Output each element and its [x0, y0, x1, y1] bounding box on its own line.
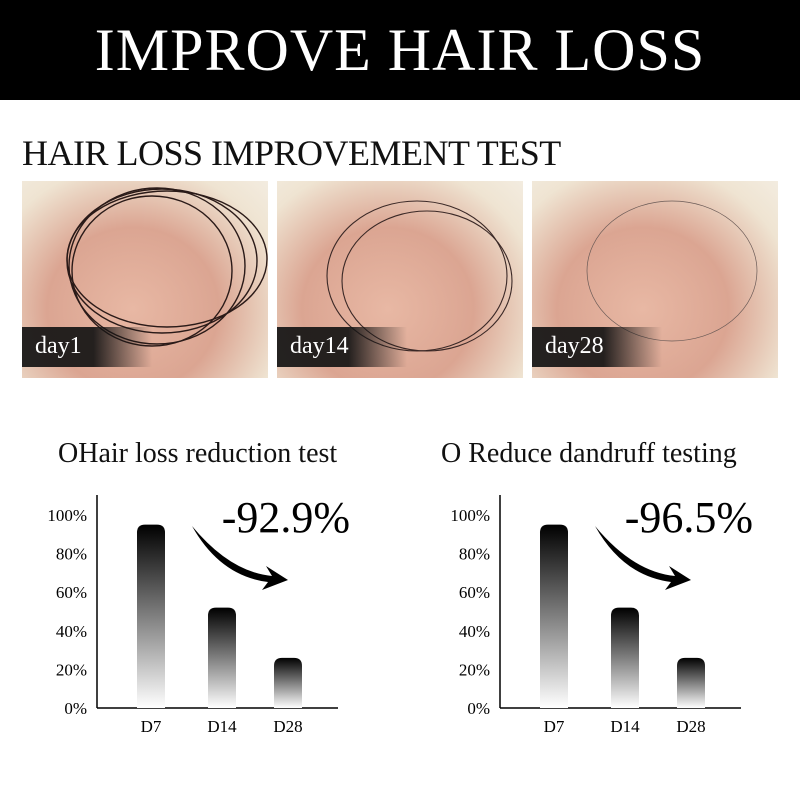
photo-label: day1: [22, 327, 152, 367]
down-arrow-icon: [192, 526, 288, 590]
photo-day28: day28: [532, 181, 778, 378]
x-tick-label: D7: [544, 717, 565, 736]
y-tick-label: 20%: [56, 660, 87, 679]
y-tick-label: 60%: [56, 583, 87, 602]
y-tick-label: 80%: [459, 545, 490, 564]
bar-D28: [274, 657, 302, 708]
photo-day14: day14: [277, 181, 523, 378]
chart-title: OHair loss reduction test: [58, 438, 338, 469]
bar-D28: [677, 657, 705, 708]
y-tick-label: 100%: [450, 506, 490, 525]
photo-label: day28: [532, 327, 662, 367]
y-tick-label: 40%: [56, 622, 87, 641]
chart-title: O Reduce dandruff testing: [441, 438, 737, 469]
x-tick-label: D28: [273, 717, 302, 736]
hair-strands: [586, 200, 758, 342]
bar-D14: [611, 607, 639, 708]
reduction-annotation: -96.5%: [625, 493, 753, 542]
banner-title: IMPROVE HAIR LOSS: [0, 0, 800, 100]
photo-day1: day1: [22, 181, 268, 378]
photo-label: day14: [277, 327, 407, 367]
reduction-annotation: -92.9%: [222, 493, 350, 542]
y-tick-label: 100%: [47, 506, 87, 525]
section-title: HAIR LOSS IMPROVEMENT TEST: [22, 133, 561, 173]
y-tick-label: 60%: [459, 583, 490, 602]
x-tick-label: D14: [610, 717, 640, 736]
bar-chart-hair-loss: 0% 20% 40% 60% 80% 100% D7 D14 D28 -92.9%: [47, 493, 350, 736]
bar-chart-dandruff: 0% 20% 40% 60% 80% 100% D7 D14 D28 -96.5%: [450, 493, 753, 736]
x-tick-label: D14: [207, 717, 237, 736]
y-tick-label: 20%: [459, 660, 490, 679]
bar-D14: [208, 607, 236, 708]
down-arrow-icon: [595, 526, 691, 590]
y-tick-label: 80%: [56, 545, 87, 564]
y-tick-label: 40%: [459, 622, 490, 641]
bar-D7: [137, 524, 165, 708]
x-tick-label: D7: [141, 717, 162, 736]
y-tick-label: 0%: [64, 699, 87, 718]
y-tick-label: 0%: [467, 699, 490, 718]
x-tick-label: D28: [676, 717, 705, 736]
bar-D7: [540, 524, 568, 708]
hair-strands: [326, 200, 513, 352]
hair-strands: [66, 187, 268, 347]
